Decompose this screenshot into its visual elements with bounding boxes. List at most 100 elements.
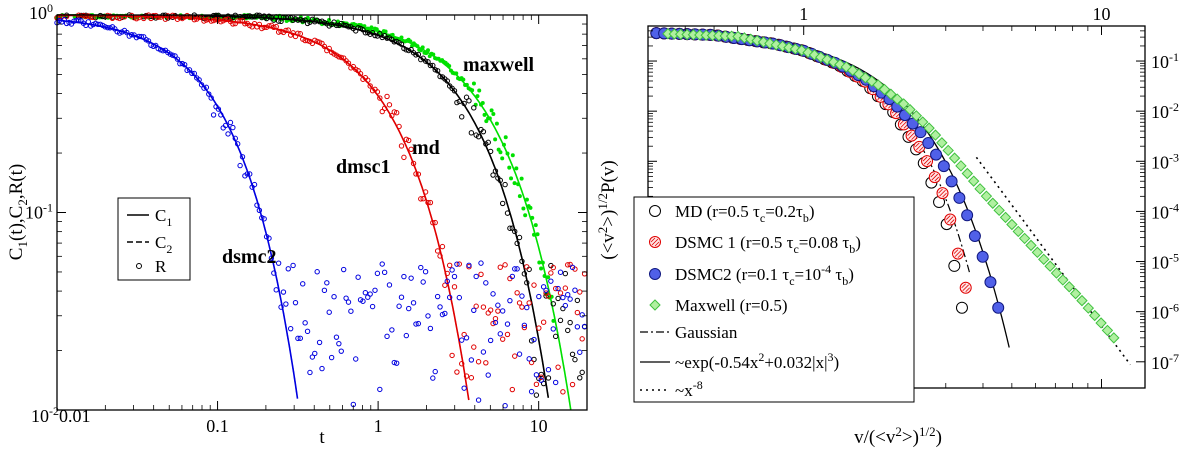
point-r (574, 324, 581, 330)
x-tick-label: 0.1 (206, 416, 229, 436)
point-r (560, 389, 566, 395)
point-r (466, 262, 472, 268)
marker-md (955, 301, 968, 314)
marker-maxwell (967, 175, 980, 187)
point-r (345, 24, 352, 30)
marker-maxwell (936, 137, 948, 149)
marker-maxwell (1069, 287, 1082, 300)
point-r (492, 319, 499, 326)
point-r (480, 101, 485, 106)
point-r (232, 135, 238, 142)
point-r (454, 261, 460, 267)
marker-maxwell (1006, 218, 1018, 231)
point-r (275, 260, 282, 266)
point-r (538, 374, 544, 380)
point-r (365, 77, 371, 83)
marker-dsmc2 (968, 229, 981, 242)
marker-dsmc2 (984, 276, 997, 289)
point-r (418, 264, 424, 271)
point-r (574, 309, 581, 316)
point-r (533, 372, 540, 378)
point-r (490, 172, 496, 178)
point-r (362, 290, 369, 296)
marker-dsmc-1-hatch (907, 131, 916, 140)
y-tick-label: 10-6 (1151, 301, 1179, 323)
marker-dsmc2 (930, 148, 943, 161)
point-r (92, 20, 99, 27)
marker-maxwell (993, 204, 1005, 217)
point-r (369, 25, 374, 30)
point-r (512, 266, 518, 272)
point-r (374, 270, 381, 277)
point-r (242, 21, 248, 27)
point-r (550, 301, 556, 307)
point-r (431, 52, 436, 57)
point-r (456, 98, 463, 105)
point-r (521, 206, 526, 211)
right-legend-swatches (640, 205, 670, 391)
point-r (319, 365, 325, 372)
point-r (374, 89, 381, 95)
marker-maxwell (840, 61, 852, 73)
point-r (425, 313, 431, 319)
point-r (503, 135, 508, 140)
point-r (497, 264, 503, 270)
right-y-axis-label: (<v2>)1/2P(v) (595, 160, 619, 259)
point-r (538, 377, 544, 383)
right-x-axis-label: v/(<v2>)1/2) (854, 424, 942, 448)
point-r (485, 310, 491, 316)
point-r (569, 351, 576, 357)
point-r (461, 77, 466, 82)
point-r (278, 18, 284, 25)
left-y-axis-label: C1(t),C2,R(t) (6, 164, 30, 260)
legend-label-gaussian: Gaussian (675, 323, 738, 342)
point-r (519, 258, 525, 264)
marker-dsmc-1-hatch (930, 172, 940, 182)
point-r (300, 17, 306, 24)
point-r (533, 381, 540, 388)
point-r (495, 302, 501, 308)
point-r (492, 168, 499, 174)
marker-maxwell (948, 152, 961, 164)
point-r (324, 280, 330, 286)
point-r (124, 29, 130, 36)
point-r (463, 335, 470, 341)
marker-maxwell (1038, 253, 1050, 266)
point-r (463, 373, 470, 379)
point-r (177, 60, 183, 67)
point-r (543, 287, 549, 294)
marker-maxwell (1018, 232, 1031, 245)
marker-maxwell (1076, 294, 1088, 307)
annotation-maxwell: maxwell (463, 54, 535, 76)
marker-dsmc-1-hatch (961, 283, 970, 293)
point-r (169, 52, 176, 58)
legend-swatch-md (649, 205, 661, 217)
point-r (307, 369, 313, 376)
point-r (338, 54, 344, 61)
marker-dsmc2 (906, 117, 919, 130)
point-r (384, 35, 390, 41)
marker-dsmc2 (992, 301, 1005, 314)
point-r (271, 24, 277, 31)
point-r (482, 112, 487, 117)
point-r (237, 162, 243, 169)
point-r (372, 287, 378, 293)
point-r (225, 131, 231, 137)
point-r (234, 141, 241, 147)
point-r (567, 319, 573, 326)
marker-maxwell (827, 56, 840, 68)
point-r (565, 262, 571, 268)
marker-maxwell (980, 190, 993, 202)
point-r (266, 235, 272, 241)
point-r (487, 148, 494, 155)
point-r (461, 385, 467, 391)
point-r (360, 298, 366, 304)
point-r (516, 300, 523, 306)
point-r (473, 273, 479, 280)
point-r (427, 325, 434, 332)
point-r (437, 253, 443, 259)
point-r (273, 287, 279, 293)
point-r (393, 360, 400, 366)
point-r (557, 290, 564, 296)
point-r (316, 18, 323, 25)
